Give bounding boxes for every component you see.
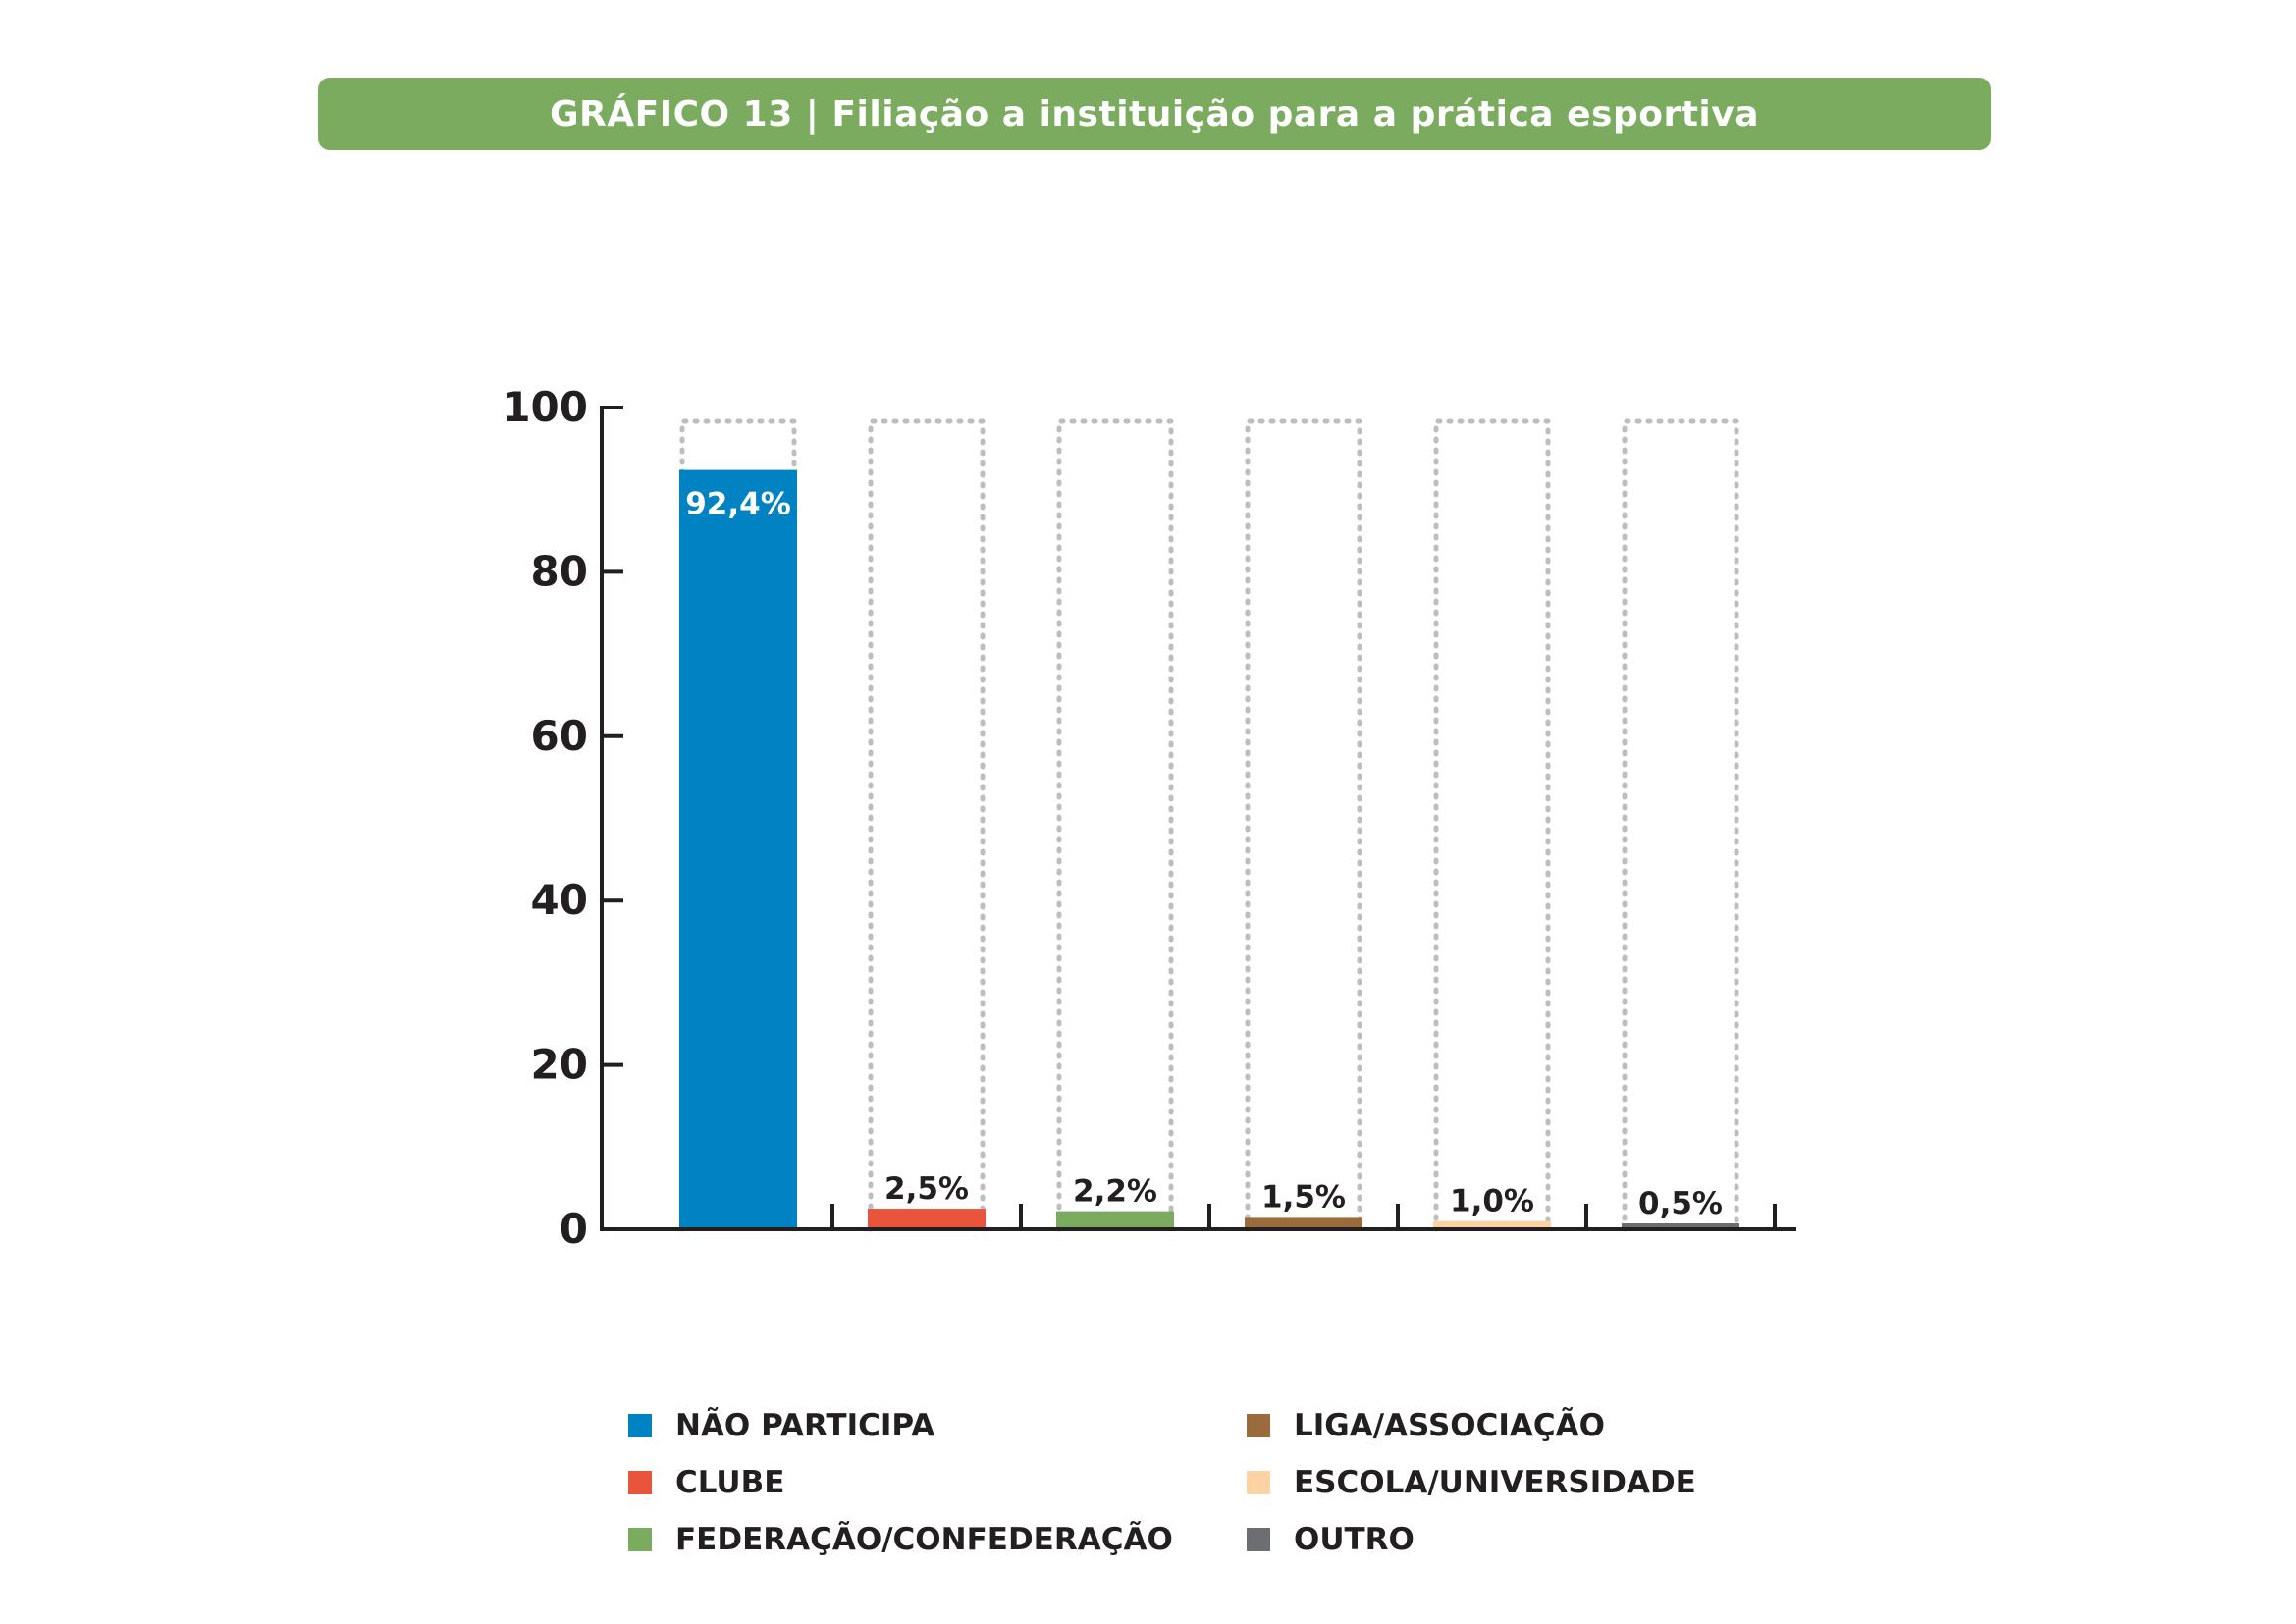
y-tick-label: 40 <box>531 876 588 924</box>
bar <box>1245 1217 1362 1229</box>
bar-placeholder <box>1433 418 1551 1232</box>
bar-chart: 92,4% 2,5% 2,2% 1,5% 1,0% 0,5% 0 20 40 60 80 100 <box>502 383 1796 1253</box>
y-tick-label: 100 <box>502 383 588 431</box>
bar <box>1433 1220 1551 1229</box>
data-label: 92,4% <box>685 487 791 522</box>
legend-swatch <box>1247 1414 1270 1437</box>
data-label: 2,2% <box>1073 1174 1157 1210</box>
chart-title: GRÁFICO 13 | Filiação a instituição para… <box>549 93 1760 135</box>
legend-label: OUTRO <box>1294 1522 1415 1557</box>
legend-label: CLUBE <box>675 1465 785 1500</box>
data-label: 0,5% <box>1638 1186 1723 1221</box>
data-label: 1,5% <box>1261 1179 1346 1215</box>
legend-swatch <box>1247 1471 1270 1494</box>
legend-label: NÃO PARTICIPA <box>675 1408 935 1443</box>
legend-item: ESCOLA/UNIVERSIDADE <box>1247 1461 1696 1504</box>
bar <box>1056 1211 1174 1229</box>
chart-legend: NÃO PARTICIPA CLUBE FEDERAÇÃO/CONFEDERAÇ… <box>0 1404 2296 1600</box>
chart-title-bar: GRÁFICO 13 | Filiação a instituição para… <box>318 78 1991 150</box>
legend-item: OUTRO <box>1247 1518 1415 1561</box>
bar-placeholder <box>1056 418 1174 1232</box>
legend-item: FEDERAÇÃO/CONFEDERAÇÃO <box>628 1518 1173 1561</box>
legend-swatch <box>628 1528 652 1551</box>
bar-placeholder <box>1622 418 1739 1232</box>
bar <box>868 1209 986 1229</box>
legend-label: LIGA/ASSOCIAÇÃO <box>1294 1408 1606 1443</box>
legend-swatch <box>628 1414 652 1437</box>
legend-swatch <box>1247 1528 1270 1551</box>
y-tick-label: 0 <box>560 1205 588 1253</box>
y-tick-label: 80 <box>531 547 588 595</box>
legend-label: ESCOLA/UNIVERSIDADE <box>1294 1465 1696 1500</box>
bar <box>1622 1223 1739 1229</box>
legend-item: LIGA/ASSOCIAÇÃO <box>1247 1404 1605 1447</box>
y-tick-label: 20 <box>531 1041 588 1089</box>
legend-label: FEDERAÇÃO/CONFEDERAÇÃO <box>675 1522 1173 1557</box>
legend-item: CLUBE <box>628 1461 784 1504</box>
legend-swatch <box>628 1471 652 1494</box>
bar-placeholder <box>868 418 986 1232</box>
bar <box>679 469 797 1229</box>
data-label: 1,0% <box>1450 1184 1534 1219</box>
legend-item: NÃO PARTICIPA <box>628 1404 934 1447</box>
data-label: 2,5% <box>884 1171 969 1207</box>
bar-placeholder <box>1245 418 1362 1232</box>
y-tick-label: 60 <box>531 712 588 760</box>
